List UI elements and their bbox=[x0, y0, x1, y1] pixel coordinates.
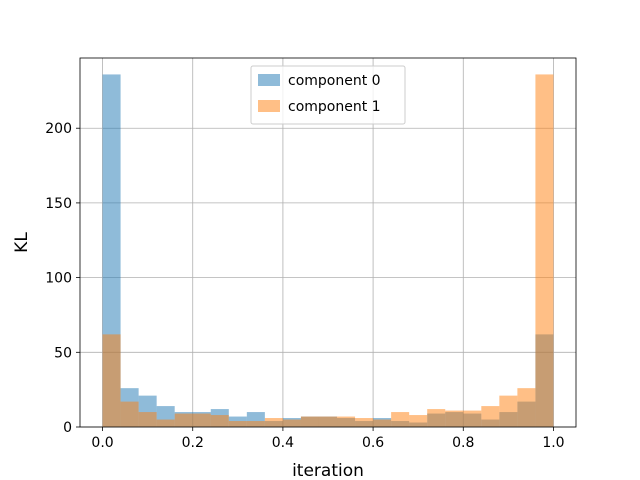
bar-series-1-bin-7 bbox=[228, 421, 247, 427]
x-tick-label-1: 0.2 bbox=[182, 435, 204, 451]
bar-series-1-bin-3 bbox=[156, 419, 175, 427]
x-tick-label-0: 0.0 bbox=[91, 435, 113, 451]
bar-series-1-bin-9 bbox=[264, 418, 283, 427]
x-tick-label-2: 0.4 bbox=[272, 435, 294, 451]
x-tick-label-5: 1.0 bbox=[542, 435, 564, 451]
bar-series-1-bin-5 bbox=[192, 413, 211, 427]
bar-series-1-bin-10 bbox=[282, 419, 301, 427]
bar-series-1-bin-4 bbox=[174, 413, 193, 427]
bar-series-1-bin-2 bbox=[138, 412, 157, 427]
bar-series-1-bin-8 bbox=[246, 421, 265, 427]
axis-ticks: 0.0 0.2 0.4 0.6 0.8 1.0 0 50 100 150 200 bbox=[45, 121, 564, 451]
bar-series-1-bin-21 bbox=[481, 406, 500, 427]
legend-swatch-component-1 bbox=[258, 100, 280, 112]
bar-series-1-bin-6 bbox=[210, 415, 229, 427]
bar-series-1-bin-23 bbox=[517, 388, 536, 427]
y-tick-label-1: 50 bbox=[54, 345, 72, 361]
plot-frame bbox=[79, 57, 577, 428]
y-tick-label-3: 150 bbox=[45, 196, 72, 212]
y-tick-label-0: 0 bbox=[63, 420, 72, 436]
legend-label-component-0: component 0 bbox=[288, 73, 381, 89]
bar-series-1-bin-11 bbox=[300, 416, 319, 427]
bar-series-1-bin-17 bbox=[409, 415, 428, 427]
y-tick-label-2: 100 bbox=[45, 271, 72, 287]
bar-series-1-bin-24 bbox=[535, 74, 554, 427]
histogram-bars bbox=[102, 74, 554, 427]
legend: component 0 component 1 bbox=[250, 65, 406, 125]
bar-series-1-bin-0 bbox=[102, 334, 121, 427]
x-axis-label: iteration bbox=[292, 461, 364, 480]
bar-series-1-bin-19 bbox=[445, 410, 464, 427]
bar-series-1-bin-18 bbox=[427, 409, 446, 427]
legend-label-component-1: component 1 bbox=[288, 99, 381, 115]
bar-series-1-bin-16 bbox=[391, 412, 410, 427]
legend-box bbox=[250, 65, 406, 125]
bar-series-1-bin-22 bbox=[499, 395, 518, 427]
series-1-bars bbox=[102, 74, 554, 427]
y-tick-label-4: 200 bbox=[45, 121, 72, 137]
bar-series-1-bin-20 bbox=[463, 410, 482, 427]
bar-series-1-bin-1 bbox=[120, 401, 139, 427]
x-tick-label-3: 0.6 bbox=[362, 435, 384, 451]
bar-series-1-bin-15 bbox=[373, 419, 392, 427]
legend-swatch-component-0 bbox=[258, 74, 280, 86]
series-0-bars bbox=[102, 74, 554, 427]
y-axis-label: KL bbox=[12, 232, 32, 253]
x-tick-label-4: 0.8 bbox=[452, 435, 474, 451]
bar-series-1-bin-14 bbox=[355, 418, 374, 427]
bar-series-1-bin-13 bbox=[337, 416, 356, 427]
bar-series-1-bin-12 bbox=[318, 416, 338, 427]
